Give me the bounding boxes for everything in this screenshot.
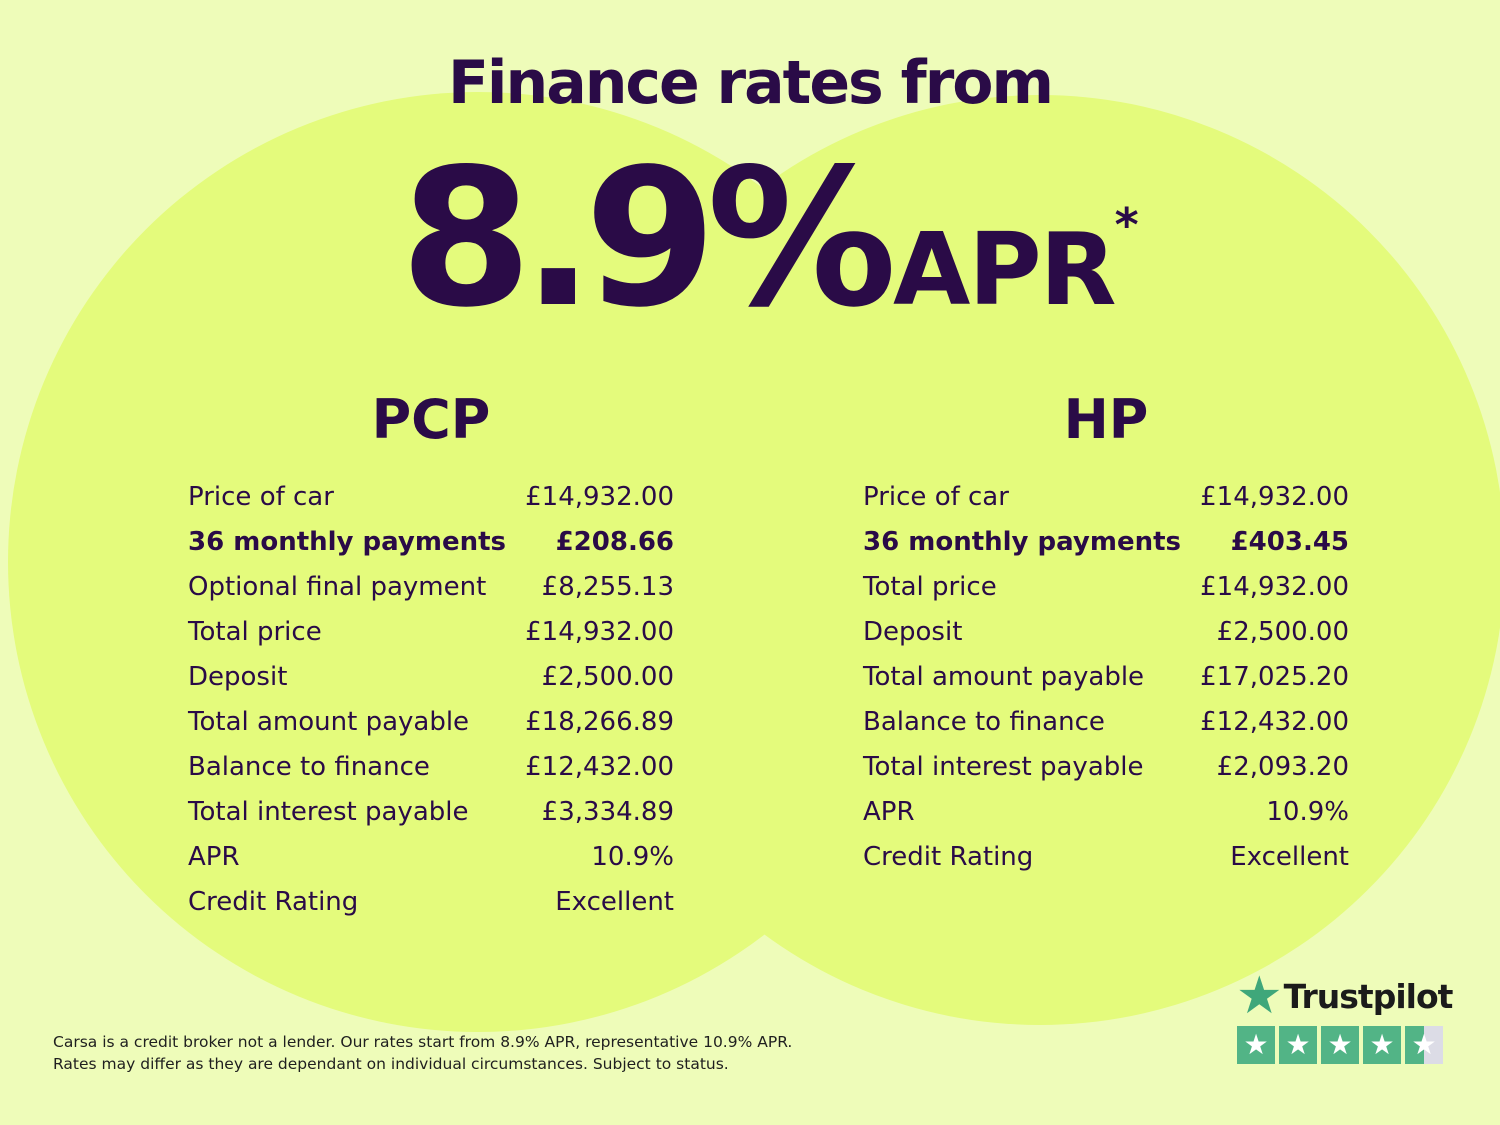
pcp-row: Balance to finance £12,432.00 <box>188 745 674 790</box>
pcp-row: Optional final payment £8,255.13 <box>188 565 674 610</box>
row-value: 10.9% <box>591 842 674 872</box>
hp-row: Price of car £14,932.00 <box>863 475 1349 520</box>
row-value: £14,932.00 <box>1200 482 1349 512</box>
row-value: Excellent <box>555 887 674 917</box>
row-value: £2,500.00 <box>1216 617 1349 647</box>
pcp-row: 36 monthly payments £208.66 <box>188 520 674 565</box>
disclaimer-line-1: Carsa is a credit broker not a lender. O… <box>53 1033 793 1051</box>
trustpilot-rating: ★ ★ ★ ★ ★ <box>1237 1026 1452 1064</box>
hp-row: Total amount payable £17,025.20 <box>863 655 1349 700</box>
disclaimer: Carsa is a credit broker not a lender. O… <box>53 1031 792 1075</box>
headline-rate: 8.9%APR* <box>400 128 1139 349</box>
row-label: Deposit <box>188 662 288 692</box>
row-label: Credit Rating <box>188 887 359 917</box>
hp-row: APR 10.9% <box>863 790 1349 835</box>
row-value: £14,932.00 <box>1200 572 1349 602</box>
hp-row: Deposit £2,500.00 <box>863 610 1349 655</box>
row-value: £2,500.00 <box>541 662 674 692</box>
row-value: £14,932.00 <box>525 482 674 512</box>
disclaimer-line-2: Rates may differ as they are dependant o… <box>53 1055 729 1073</box>
rating-star-icon: ★ <box>1279 1026 1317 1064</box>
row-label: APR <box>863 797 915 827</box>
trustpilot-name: Trustpilot <box>1283 976 1454 1016</box>
row-value: £3,334.89 <box>541 797 674 827</box>
row-label: APR <box>188 842 240 872</box>
pcp-row: Credit Rating Excellent <box>188 880 674 925</box>
row-label: 36 monthly payments <box>863 527 1181 557</box>
row-label: Total price <box>863 572 997 602</box>
row-label: Balance to finance <box>188 752 430 782</box>
hp-row: Total price £14,932.00 <box>863 565 1349 610</box>
apr-label: APR <box>892 211 1117 328</box>
row-label: Total interest payable <box>188 797 469 827</box>
hp-row: Credit Rating Excellent <box>863 835 1349 880</box>
pcp-row: Total amount payable £18,266.89 <box>188 700 674 745</box>
headline-title: Finance rates from <box>447 48 1054 118</box>
row-value: £12,432.00 <box>525 752 674 782</box>
row-value: £403.45 <box>1230 527 1349 557</box>
row-label: Total interest payable <box>863 752 1144 782</box>
hp-heading: HP <box>1063 388 1149 451</box>
row-label: Balance to finance <box>863 707 1105 737</box>
row-label: Credit Rating <box>863 842 1034 872</box>
pcp-row: Deposit £2,500.00 <box>188 655 674 700</box>
row-label: Deposit <box>863 617 963 647</box>
rating-star-icon: ★ <box>1405 1026 1443 1064</box>
row-label: Total amount payable <box>188 707 470 737</box>
hp-row: Total interest payable £2,093.20 <box>863 745 1349 790</box>
hp-table: HP Price of car £14,932.00 36 monthly paym… <box>863 385 1349 880</box>
hp-row: 36 monthly payments £403.45 <box>863 520 1349 565</box>
pcp-table: PCP Price of car £14,932.00 36 monthly pay… <box>188 385 674 925</box>
row-value: £18,266.89 <box>525 707 674 737</box>
row-label: Total amount payable <box>863 662 1145 692</box>
row-label: Total price <box>188 617 322 647</box>
hp-row: Balance to finance £12,432.00 <box>863 700 1349 745</box>
row-value: £208.66 <box>555 527 674 557</box>
row-value: £17,025.20 <box>1200 662 1349 692</box>
row-value: £14,932.00 <box>525 617 674 647</box>
pcp-row: Price of car £14,932.00 <box>188 475 674 520</box>
star-icon: ★ <box>1236 966 1283 1026</box>
rating-star-icon: ★ <box>1237 1026 1275 1064</box>
row-value: £8,255.13 <box>541 572 674 602</box>
row-label: Price of car <box>188 482 334 512</box>
rating-star-icon: ★ <box>1321 1026 1359 1064</box>
right-circle-decoration <box>575 95 1500 1025</box>
pcp-heading: PCP <box>371 388 491 451</box>
row-label: 36 monthly payments <box>188 527 506 557</box>
row-value: £2,093.20 <box>1216 752 1349 782</box>
rating-star-icon: ★ <box>1363 1026 1401 1064</box>
pcp-row: Total interest payable £3,334.89 <box>188 790 674 835</box>
row-label: Price of car <box>863 482 1009 512</box>
trustpilot-badge: ★ Trustpilot ★ ★ ★ ★ ★ <box>1236 966 1454 1064</box>
row-value: 10.9% <box>1266 797 1349 827</box>
row-value: Excellent <box>1230 842 1349 872</box>
asterisk: * <box>1114 198 1139 252</box>
pcp-row: APR 10.9% <box>188 835 674 880</box>
row-label: Optional final payment <box>188 572 487 602</box>
trustpilot-logo: ★ Trustpilot <box>1236 966 1454 1026</box>
pcp-row: Total price £14,932.00 <box>188 610 674 655</box>
rate-value: 8.9% <box>400 128 897 349</box>
row-value: £12,432.00 <box>1200 707 1349 737</box>
